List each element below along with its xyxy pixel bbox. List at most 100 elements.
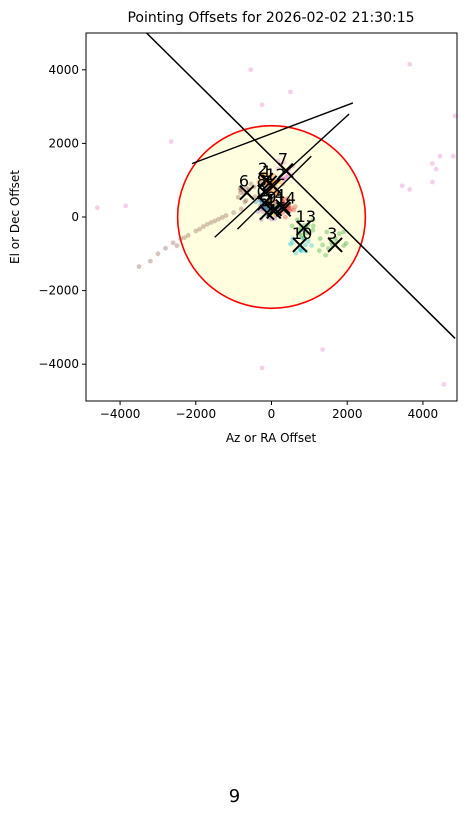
trail-point	[174, 243, 180, 249]
outlier-point	[259, 365, 265, 371]
cluster-label-14: 14	[276, 188, 296, 207]
outlier-point	[452, 113, 457, 119]
x-tick-label: −4000	[100, 407, 141, 421]
cluster-point-6	[244, 185, 249, 191]
cluster-point-13	[299, 232, 305, 238]
cluster-point-13	[310, 227, 316, 233]
cluster-point-3	[323, 252, 329, 258]
trail-point	[155, 251, 161, 257]
cluster-point-14	[291, 207, 297, 213]
centroid-cross	[295, 220, 312, 236]
cluster-point-14	[282, 214, 288, 220]
outlier-point	[259, 102, 265, 108]
outlier-point	[94, 205, 100, 211]
trail-point	[216, 216, 221, 222]
cluster-point-13	[310, 217, 316, 223]
x-tick-label: 0	[268, 407, 276, 421]
cluster-label-9: 9	[267, 188, 277, 207]
cluster-point-6	[235, 194, 241, 200]
trail-point	[223, 213, 229, 218]
cluster-label-6: 6	[239, 172, 249, 191]
centroid-cross	[239, 185, 255, 201]
trail-point	[170, 240, 176, 246]
cluster-point-4	[279, 196, 285, 202]
trail-point	[178, 236, 184, 242]
cluster-point-10	[302, 242, 308, 248]
centroid-cross	[275, 201, 292, 217]
outlier-point	[433, 166, 439, 172]
cluster-point-3	[320, 242, 325, 248]
cluster-label-8: 8	[257, 171, 267, 190]
outlier-point	[407, 61, 413, 67]
perpendicular-segment	[191, 102, 354, 165]
cluster-point-3	[343, 240, 349, 246]
cluster-point-9	[269, 198, 275, 204]
cluster-point-2	[258, 177, 264, 183]
y-tick-label: −2000	[38, 284, 79, 298]
cluster-point-7	[281, 159, 287, 165]
trail-point	[231, 210, 237, 215]
cluster-point-6	[242, 199, 248, 205]
x-tick-label: 4000	[408, 407, 439, 421]
centroid-cross	[292, 237, 308, 253]
cluster-point-7	[275, 166, 281, 172]
cluster-label-3: 3	[327, 224, 337, 243]
centroid-cross	[258, 172, 274, 188]
cluster-point-3	[341, 243, 347, 249]
diagonal-line	[146, 33, 456, 339]
trail-point	[208, 220, 214, 225]
cluster-point-10	[287, 241, 293, 247]
x-axis-label: Az or RA Offset	[226, 431, 317, 445]
cluster-point-7	[280, 176, 285, 182]
cluster-label-7: 7	[278, 150, 288, 169]
centroid-cross	[266, 203, 282, 220]
cluster-point-10	[299, 248, 305, 254]
y-tick-label: −4000	[38, 357, 79, 371]
cluster-point-7	[281, 176, 286, 182]
trail-point	[185, 233, 191, 238]
cluster-point-2	[256, 179, 262, 185]
cluster-label-12: 12	[265, 165, 285, 184]
outlier-point	[429, 161, 435, 167]
cluster-point-4	[292, 204, 298, 209]
outlier-point	[399, 183, 405, 189]
trail-point	[197, 226, 202, 232]
cluster-point-13	[310, 223, 316, 229]
y-tick-label: 2000	[48, 136, 79, 150]
y-tick-label: 4000	[48, 63, 79, 77]
cluster-point-6	[238, 190, 243, 196]
cluster-point-4	[281, 196, 287, 202]
trail-point	[219, 214, 225, 220]
outlier-point	[407, 187, 413, 192]
cluster-point-3	[336, 231, 342, 237]
cluster-point-14	[280, 200, 286, 205]
cluster-label-0: 0	[257, 182, 267, 201]
cluster-point-4	[271, 197, 276, 203]
cluster-point-10	[305, 238, 311, 244]
page-number: 9	[228, 786, 241, 807]
cluster-label-10: 10	[292, 224, 312, 243]
cluster-point-10	[300, 235, 305, 241]
cluster-point-7	[283, 174, 289, 180]
cluster-point-10	[309, 243, 315, 248]
outlier-point	[168, 139, 174, 144]
outlier-point	[320, 347, 326, 352]
cluster-point-10	[298, 247, 303, 253]
outlier-point	[248, 67, 254, 73]
trail-point	[163, 245, 168, 251]
x-axis: −4000 −2000 0 2000 4000	[100, 401, 438, 421]
cluster-point-3	[324, 229, 330, 235]
cluster-point-13	[289, 223, 295, 229]
trail-point	[212, 218, 218, 224]
y-axis-label: El or Dec Offset	[8, 170, 22, 264]
trail-point	[147, 258, 153, 264]
cluster-point-3	[332, 235, 338, 241]
outlier-point	[288, 89, 293, 95]
trail-point	[193, 228, 199, 234]
cluster-point-2	[261, 171, 267, 177]
cluster-point-10	[297, 247, 303, 253]
cluster-point-4	[271, 200, 277, 205]
cluster-label-13: 13	[296, 207, 316, 226]
